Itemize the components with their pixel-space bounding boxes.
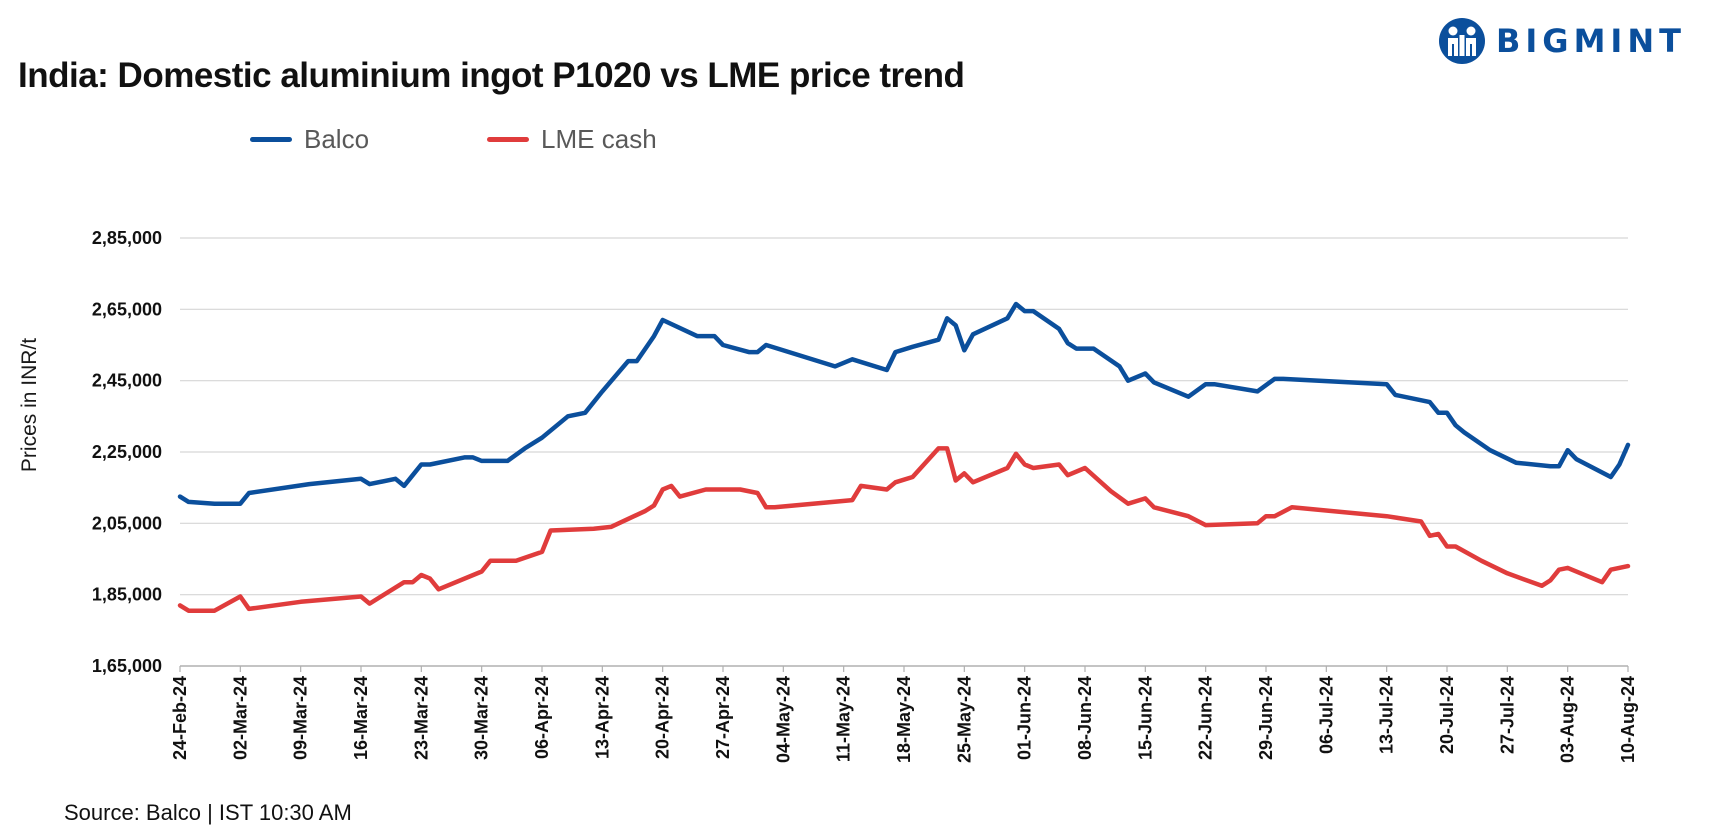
x-tick-label: 11-May-24 <box>834 676 854 762</box>
x-axis-ticks: 24-Feb-24 02-Mar-24 09-Mar-24 16-Mar-24 23-M… <box>170 666 1638 763</box>
x-tick-label: 02-Mar-24 <box>230 676 250 760</box>
y-tick-label: 2,45,000 <box>92 371 162 391</box>
x-tick-label: 15-Jun-24 <box>1135 676 1155 760</box>
legend-item-balco: Balco <box>250 124 369 155</box>
x-tick-label: 20-Apr-24 <box>653 676 673 759</box>
x-tick-label: 04-May-24 <box>773 676 793 763</box>
series-line-lme-cash <box>177 446 1631 613</box>
source-note: Source: Balco | IST 10:30 AM <box>64 800 352 825</box>
x-tick-label: 20-Jul-24 <box>1437 676 1457 754</box>
legend-swatch-lme-cash <box>487 137 530 142</box>
y-axis-ticks: 1,65,000 1,85,000 2,05,000 2,25,000 2,45,000… <box>92 228 162 676</box>
legend-item-lme-cash: LME cash <box>487 124 657 155</box>
x-tick-label: 10-Aug-24 <box>1618 676 1638 763</box>
x-tick-label: 24-Feb-24 <box>170 676 190 760</box>
x-tick-label: 01-Jun-24 <box>1015 676 1035 760</box>
x-tick-label: 06-Apr-24 <box>532 676 552 759</box>
x-tick-label: 16-Mar-24 <box>351 676 371 760</box>
x-tick-label: 22-Jun-24 <box>1196 676 1216 760</box>
y-tick-label: 2,05,000 <box>92 513 162 533</box>
x-tick-label: 27-Apr-24 <box>713 676 733 759</box>
x-tick-label: 06-Jul-24 <box>1316 676 1336 754</box>
x-tick-label: 18-May-24 <box>894 676 914 763</box>
y-tick-label: 2,85,000 <box>92 228 162 248</box>
brand-name: BIGMINT <box>1496 22 1686 60</box>
y-tick-label: 2,25,000 <box>92 442 162 462</box>
x-tick-label: 23-Mar-24 <box>411 676 431 760</box>
x-tick-label: 27-Jul-24 <box>1497 676 1517 754</box>
x-tick-label: 13-Jul-24 <box>1377 676 1397 754</box>
chart-legend: Balco LME cash <box>250 124 775 155</box>
chart-title: India: Domestic aluminium ingot P1020 vs… <box>18 56 965 95</box>
x-tick-label: 08-Jun-24 <box>1075 676 1095 760</box>
y-tick-label: 1,85,000 <box>92 585 162 605</box>
series-line-balco <box>177 301 1631 506</box>
y-tick-label: 1,65,000 <box>92 656 162 676</box>
legend-swatch-balco <box>250 137 292 142</box>
bigmint-logo-icon <box>1439 18 1485 64</box>
series-lines <box>177 301 1631 613</box>
gridlines <box>180 237 1628 667</box>
x-tick-label: 13-Apr-24 <box>592 676 612 759</box>
x-tick-label: 25-May-24 <box>954 676 974 763</box>
brand-logo: BIGMINT <box>1438 16 1686 66</box>
legend-label-balco: Balco <box>304 124 370 154</box>
x-tick-label: 29-Jun-24 <box>1256 676 1276 760</box>
x-tick-label: 30-Mar-24 <box>472 676 492 760</box>
x-tick-label: 03-Aug-24 <box>1558 676 1578 763</box>
x-tick-label: 09-Mar-24 <box>291 676 311 760</box>
y-tick-label: 2,65,000 <box>92 299 162 319</box>
legend-label-lme-cash: LME cash <box>541 124 657 154</box>
